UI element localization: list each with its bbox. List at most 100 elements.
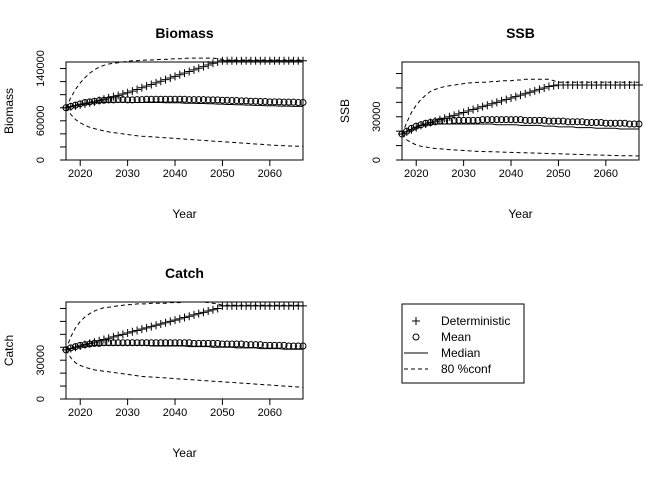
deterministic-point [213,58,222,66]
mean-point [81,99,89,107]
x-tick-label: 2030 [115,407,139,419]
legend-plus-symbol [412,317,420,325]
deterministic-point [118,330,127,339]
x-tick-label: 2030 [115,168,139,180]
legend [401,303,525,384]
mean-point [493,116,501,124]
deterministic-point [194,64,203,73]
mean-point [171,95,179,103]
mean-point [185,96,193,104]
mean-point [256,341,264,349]
mean-point [195,96,203,104]
deterministic-point [189,65,198,74]
deterministic-point [147,80,156,89]
series-80-conf-upper-line [401,78,639,135]
deterministic-point [516,91,525,100]
mean-point [285,98,293,106]
y-tick-label: 0 [371,157,383,163]
mean-point [214,96,222,104]
deterministic-point [535,85,544,94]
mean-point [299,99,307,107]
mean-point [521,116,529,124]
x-tick-label: 2060 [258,168,282,180]
x-tick-label: 2060 [258,407,282,419]
mean-point [592,119,600,127]
x-tick-label: 2040 [163,168,187,180]
deterministic-point [137,83,146,92]
mean-point [124,96,132,104]
mean-point [488,116,496,124]
deterministic-point [128,327,137,336]
y-tick-label: 30000 [35,345,47,376]
plot-frame [401,61,640,161]
y-axis-label: SSB [338,99,352,123]
mean-point [422,119,430,127]
x-axis-label: Year [508,207,532,221]
deterministic-point [199,62,208,71]
deterministic-point [488,99,497,108]
mean-point [474,116,482,124]
plot-title: Biomass [155,25,214,41]
mean-point [181,95,188,103]
deterministic-point [511,92,520,101]
mean-point [233,340,241,348]
deterministic-point [204,307,213,316]
series-median-line [65,101,303,109]
deterministic-point [166,317,175,326]
mean-point [540,116,548,124]
mean-point [559,117,567,125]
deterministic-point [175,314,184,323]
mean-point [455,116,463,124]
deterministic-point [175,70,184,79]
deterministic-point [180,69,189,78]
mean-point [483,116,491,124]
x-tick-label: 2040 [499,168,523,180]
mean-point [602,119,610,127]
mean-point [162,95,170,103]
deterministic-point [208,59,217,68]
mean-point [597,119,605,127]
deterministic-point [540,83,549,92]
panel-catch [60,301,307,405]
y-tick-label: 140000 [35,50,47,87]
deterministic-point [492,98,501,107]
deterministic-point [142,323,151,332]
mean-point [531,116,539,124]
mean-point [109,96,117,104]
mean-point [578,118,586,126]
deterministic-point [104,334,113,343]
deterministic-point [507,94,516,103]
legend-box [401,303,525,384]
panel-ssb [396,61,643,166]
mean-point [611,119,619,127]
series-80-conf-upper-line [65,301,303,351]
plot-title: SSB [506,25,535,41]
y-tick-label: 60000 [35,106,47,137]
mean-point [635,120,643,128]
mean-point [76,341,84,349]
mean-point [218,96,226,104]
mean-point [479,116,487,124]
x-tick-label: 2050 [210,407,234,419]
mean-point [223,96,231,104]
mean-point [86,340,94,348]
mean-point [512,116,520,124]
mean-point [294,99,302,107]
mean-point [502,116,510,124]
deterministic-point [189,310,198,319]
legend-label: Mean [441,330,471,344]
y-tick-label: 30000 [371,101,383,132]
mean-point [431,118,439,126]
mean-point [469,116,477,124]
mean-point [450,116,458,124]
mean-point [507,116,515,124]
mean-point [233,97,241,105]
deterministic-point [299,301,307,310]
mean-point [237,97,245,105]
mean-point [266,98,274,106]
deterministic-point [454,109,463,118]
mean-point [242,97,250,105]
x-tick-label: 2050 [210,168,234,180]
deterministic-point [199,308,208,317]
